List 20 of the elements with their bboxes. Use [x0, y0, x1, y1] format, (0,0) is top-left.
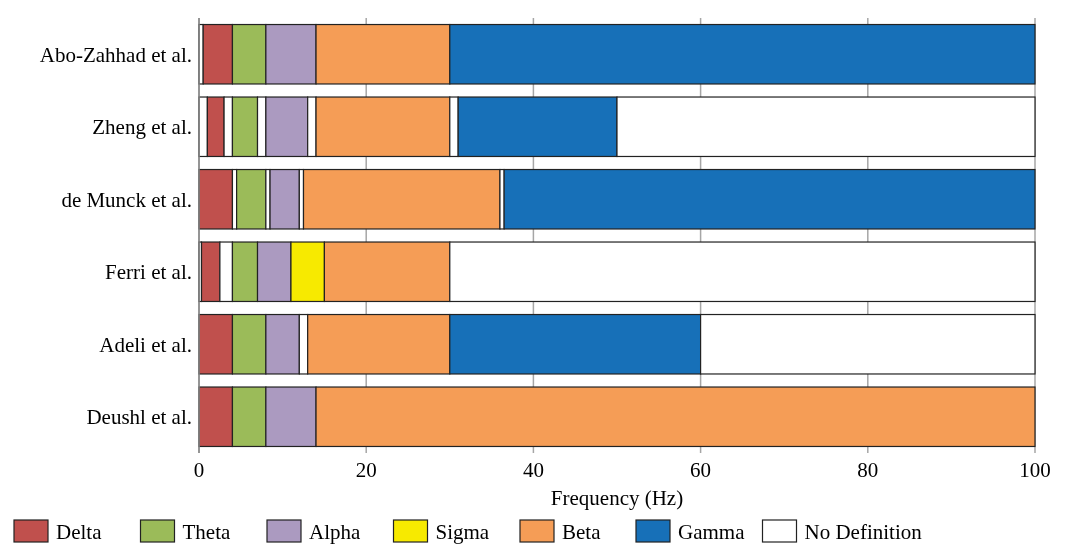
legend-label: Theta	[182, 520, 231, 544]
y-tick-label: Adeli et al.	[99, 332, 192, 357]
y-tick-label: Deushl et al.	[86, 405, 192, 430]
legend-label: No Definition	[804, 520, 923, 544]
x-tick-label: 80	[857, 458, 879, 482]
y-tick-label: Abo-Zahhad et al.	[39, 42, 192, 67]
x-tick-label: 100	[1019, 458, 1051, 482]
legend-label: Delta	[56, 520, 103, 544]
y-tick-label: Zheng et al.	[92, 115, 192, 140]
y-tick-label: de Munck et al.	[61, 187, 192, 212]
legend-label: Alpha	[309, 520, 361, 544]
legend-label: Beta	[562, 520, 602, 544]
x-tick-label: 0	[193, 458, 205, 482]
x-axis-title: Frequency (Hz)	[550, 486, 684, 510]
x-tick-label: 40	[522, 458, 544, 482]
legend-label: Gamma	[678, 520, 746, 544]
x-tick-label: 60	[690, 458, 712, 482]
y-tick-label: Ferri et al.	[105, 260, 192, 285]
x-tick-label: 20	[355, 458, 377, 482]
legend-label: Sigma	[435, 520, 490, 544]
